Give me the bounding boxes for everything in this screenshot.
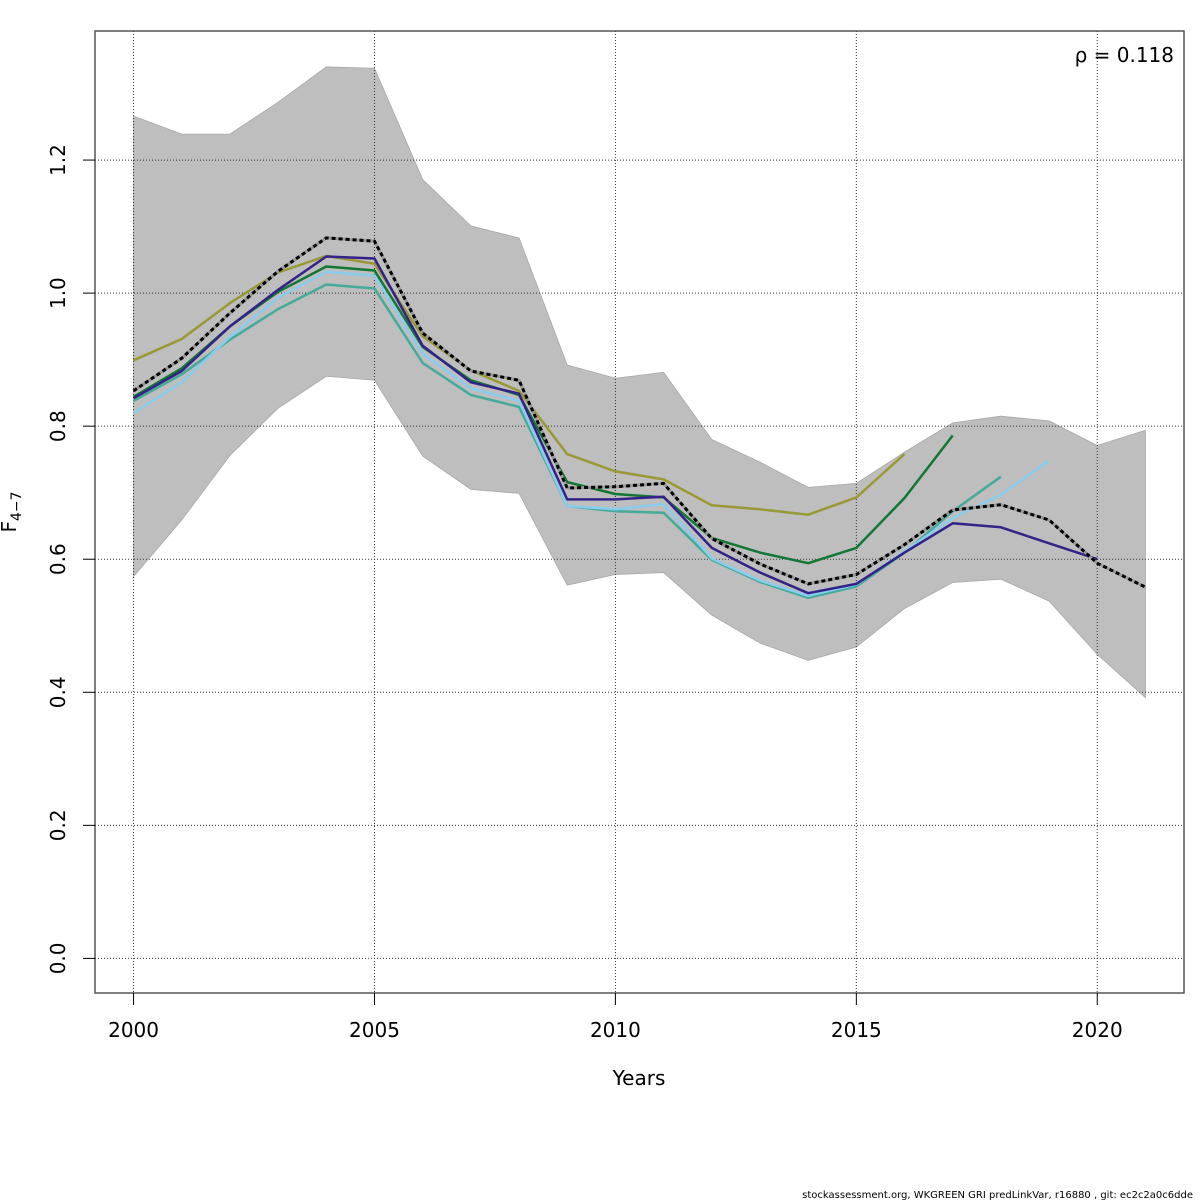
x-tick-label: 2020 — [1072, 1018, 1123, 1042]
y-axis-title: F4−7 — [0, 491, 25, 532]
x-axis-title: Years — [612, 1066, 666, 1090]
series-peel-2016 — [132, 254, 906, 516]
svg-text:F4−7: F4−7 — [0, 491, 25, 532]
y-tick-label-group: 0.2 — [46, 809, 70, 841]
confidence-band-layer — [133, 66, 1146, 699]
confidence-band — [133, 66, 1146, 699]
y-tick-label-group: 0.8 — [46, 410, 70, 442]
y-axis-title-main: F — [0, 521, 21, 533]
series-layer — [132, 236, 1147, 600]
x-tick-label: 2005 — [349, 1018, 400, 1042]
y-tick-label-group: 1.0 — [46, 277, 70, 309]
y-tick-label-group: 0.4 — [46, 676, 70, 708]
y-tick-label-group: 0.0 — [46, 942, 70, 974]
x-tick-label: 2015 — [831, 1018, 882, 1042]
y-tick-label-group: 0.6 — [46, 543, 70, 575]
y-tick-label: 0.6 — [46, 543, 70, 575]
y-tick-label: 0.0 — [46, 942, 70, 974]
y-tick-label: 1.2 — [46, 144, 70, 176]
series-peel-2017 — [132, 265, 954, 565]
rho-annotation: ρ = 0.118 — [1075, 43, 1174, 67]
series-peel-2020 — [132, 255, 1098, 595]
y-tick-label: 0.8 — [46, 410, 70, 442]
y-tick-label: 0.2 — [46, 809, 70, 841]
y-tick-label-group: 1.2 — [46, 144, 70, 176]
series-base-run — [132, 236, 1147, 589]
footer-credit: stockassessment.org, WKGREEN GRI predLin… — [802, 1190, 1193, 1200]
y-axis-title-subscript: 4−7 — [9, 491, 25, 521]
y-axis: 0.0 0.2 0.4 0.6 0.8 1.0 1.2 — [46, 144, 95, 974]
y-tick-label: 0.4 — [46, 676, 70, 708]
x-tick-label: 2010 — [590, 1018, 641, 1042]
y-tick-label: 1.0 — [46, 277, 70, 309]
x-tick-label: 2000 — [108, 1018, 159, 1042]
plot-frame — [94, 30, 1185, 994]
x-axis: 2000 2005 2010 2015 2020 — [108, 993, 1123, 1042]
